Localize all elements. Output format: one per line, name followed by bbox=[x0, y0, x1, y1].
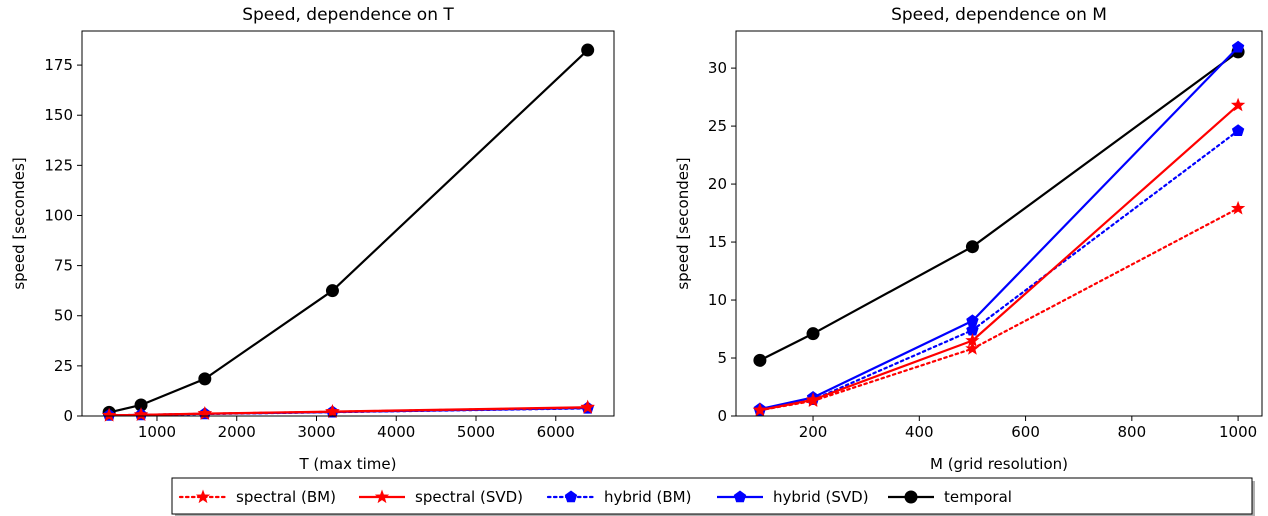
y-tick-label: 175 bbox=[44, 56, 73, 74]
data-point-temporal bbox=[198, 372, 212, 386]
data-point-hybrid_svd bbox=[1231, 40, 1245, 53]
data-point-spectral_bm bbox=[325, 404, 340, 418]
y-tick-label: 20 bbox=[708, 175, 727, 193]
data-point-hybrid_svd bbox=[966, 314, 979, 327]
data-point-temporal bbox=[325, 284, 339, 298]
data-point-temporal bbox=[806, 327, 820, 341]
chart-title: Speed, dependence on M bbox=[891, 5, 1107, 25]
data-point-temporal bbox=[134, 398, 148, 412]
x-tick-label: 600 bbox=[1011, 423, 1040, 441]
legend-label: temporal bbox=[944, 488, 1012, 506]
legend-label: spectral (SVD) bbox=[415, 488, 523, 506]
data-point-temporal bbox=[965, 240, 979, 254]
legend-item-spectral_svd: spectral (SVD) bbox=[359, 488, 523, 506]
legend-item-spectral_bm: spectral (BM) bbox=[178, 488, 336, 506]
x-tick-label: 200 bbox=[799, 423, 828, 441]
y-tick-label: 15 bbox=[708, 233, 727, 251]
legend-marker bbox=[374, 489, 390, 504]
data-point-hybrid_bm bbox=[966, 323, 979, 336]
x-tick-label: 3000 bbox=[297, 423, 335, 441]
y-tick-label: 75 bbox=[54, 257, 73, 275]
data-point-temporal bbox=[581, 43, 595, 57]
legend-item-temporal: temporal bbox=[888, 488, 1012, 506]
x-tick-label: 5000 bbox=[457, 423, 495, 441]
series-line-spectral_bm bbox=[758, 207, 1240, 412]
data-point-spectral_bm bbox=[752, 402, 768, 417]
data-point-spectral_svd bbox=[965, 333, 980, 347]
legend: spectral (BM) spectral (SVD) hybrid (BM) hy… bbox=[171, 477, 1255, 516]
y-tick-label: 125 bbox=[44, 156, 73, 174]
legend-marker bbox=[564, 490, 578, 503]
data-point-spectral_svd bbox=[1230, 97, 1246, 112]
y-tick-label: 150 bbox=[44, 106, 73, 124]
axes-frame bbox=[81, 30, 615, 417]
data-point-spectral_bm bbox=[965, 341, 980, 355]
chart-title: Speed, dependence on T bbox=[242, 5, 454, 25]
data-point-temporal bbox=[753, 353, 767, 367]
legend-label: hybrid (BM) bbox=[604, 488, 691, 506]
x-tick-label: 800 bbox=[1118, 423, 1147, 441]
x-tick-label: 400 bbox=[905, 423, 934, 441]
legend-label: spectral (BM) bbox=[236, 488, 336, 506]
x-axis-label: T (max time) bbox=[299, 455, 397, 473]
legend-marker bbox=[195, 489, 211, 504]
x-tick-label: 1000 bbox=[1219, 423, 1257, 441]
y-tick-label: 25 bbox=[54, 357, 73, 375]
y-tick-label: 0 bbox=[63, 407, 73, 425]
x-tick-label: 2000 bbox=[218, 423, 256, 441]
data-point-spectral_bm bbox=[133, 407, 149, 421]
legend-item-hybrid_svd: hybrid (SVD) bbox=[717, 488, 869, 506]
chart-right: Speed, dependence on M 200 400 600 800 1000 0 5… bbox=[674, 5, 1263, 473]
y-axis-label: speed [secondes] bbox=[674, 157, 692, 289]
y-tick-label: 0 bbox=[717, 407, 727, 425]
legend-label: hybrid (SVD) bbox=[773, 488, 869, 506]
series-temporal bbox=[102, 43, 595, 419]
data-point-spectral_bm bbox=[197, 406, 212, 420]
axes-frame bbox=[735, 30, 1263, 417]
series-spectral_bm bbox=[101, 400, 595, 422]
legend-marker bbox=[733, 490, 747, 503]
y-tick-label: 50 bbox=[54, 307, 73, 325]
data-point-hybrid_bm bbox=[1231, 124, 1245, 136]
legend-frame bbox=[171, 477, 1253, 515]
x-tick-label: 6000 bbox=[537, 423, 575, 441]
legend-item-hybrid_bm: hybrid (BM) bbox=[546, 488, 691, 506]
x-axis-label: M (grid resolution) bbox=[930, 455, 1068, 473]
series-line-hybrid_svd bbox=[759, 46, 1239, 411]
data-point-spectral_bm bbox=[101, 407, 117, 422]
y-tick-label: 10 bbox=[708, 291, 727, 309]
x-tick-label: 1000 bbox=[138, 423, 176, 441]
y-tick-label: 30 bbox=[708, 59, 727, 77]
data-point-spectral_bm bbox=[580, 400, 595, 414]
data-point-spectral_bm bbox=[1230, 200, 1246, 215]
legend-marker bbox=[904, 490, 918, 504]
series-line-temporal bbox=[759, 50, 1239, 362]
x-tick-label: 4000 bbox=[377, 423, 415, 441]
y-axis-label: speed [secondes] bbox=[10, 157, 28, 289]
data-point-spectral_bm bbox=[805, 393, 821, 407]
y-tick-label: 25 bbox=[708, 117, 727, 135]
series-spectral_bm bbox=[752, 200, 1246, 417]
y-tick-label: 100 bbox=[44, 206, 73, 224]
y-tick-label: 5 bbox=[717, 349, 727, 367]
